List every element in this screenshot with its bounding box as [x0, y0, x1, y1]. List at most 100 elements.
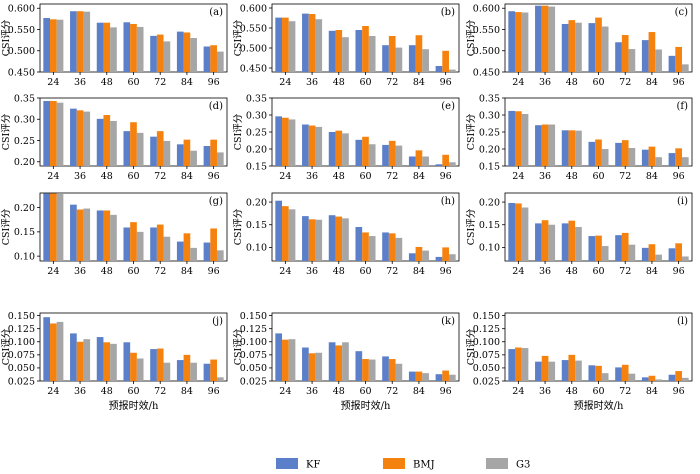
bar-kf	[535, 223, 542, 261]
bar-g3	[315, 126, 323, 166]
bar-kf	[561, 23, 569, 73]
bar-bmj	[308, 14, 316, 72]
x-tick-label: 24	[47, 77, 59, 88]
y-axis-label: CSI评分	[466, 19, 477, 56]
bar-g3	[368, 236, 376, 261]
bar-g3	[548, 361, 556, 381]
y-tick-label: 0.600	[473, 4, 500, 15]
bar-bmj	[415, 246, 423, 261]
x-tick-label: 48	[101, 386, 113, 397]
x-tick-label: 60	[127, 77, 139, 88]
panel-l: 0.025 0.050 0.075 0.100 0.125 0.150 24 36 48 60 72…	[466, 311, 693, 412]
x-tick-label: 48	[101, 266, 113, 277]
bar-kf	[588, 23, 596, 72]
y-tick-label: 0.050	[240, 363, 267, 374]
y-tick-label: 0.075	[473, 350, 500, 361]
bar-g3	[110, 27, 117, 72]
x-tick-label: 84	[413, 266, 425, 277]
bar-g3	[190, 362, 197, 381]
x-tick-label: 72	[386, 171, 398, 182]
bar-g3	[216, 152, 224, 166]
bar-g3	[216, 377, 224, 381]
x-tick-label: 96	[673, 266, 685, 277]
x-tick-label: 36	[74, 266, 86, 277]
y-tick-label: 0.20	[479, 197, 500, 208]
panel-i: 0.10 0.15 0.20 24 36 48 60 72 84 96 (i) CSI评分	[466, 192, 693, 277]
x-tick-label: 96	[440, 171, 452, 182]
x-tick-label: 84	[646, 77, 658, 88]
y-axis-label: CSI评分	[1, 113, 12, 150]
y-axis-label: CSI评分	[233, 19, 244, 56]
x-tick-label: 48	[566, 171, 578, 182]
x-tick-label: 60	[359, 386, 371, 397]
bar-g3	[83, 11, 91, 72]
panel-label: (c)	[675, 7, 689, 18]
bar-g3	[368, 144, 376, 166]
bar-kf	[43, 193, 51, 261]
bar-g3	[110, 343, 117, 381]
bar-kf	[70, 333, 77, 381]
bar-bmj	[335, 216, 343, 261]
panel-g: 0.10 0.15 0.20 24 36 48 60 72 84 96 (g) CSI评分	[1, 192, 228, 277]
panel-e: 0.15 0.20 0.25 0.30 0.35 24 36 48 60 72 84 96 (e) CSI…	[233, 93, 460, 182]
y-tick-label: 0.125	[240, 324, 267, 335]
bar-kf	[70, 204, 77, 261]
legend: KF BMJ G3	[276, 458, 530, 471]
bar-g3	[628, 49, 636, 72]
y-tick-label: 0.15	[479, 220, 500, 231]
bar-bmj	[362, 359, 369, 381]
x-tick-label: 36	[306, 266, 318, 277]
bar-kf	[123, 342, 131, 381]
bar-g3	[190, 150, 197, 166]
bar-kf	[275, 17, 283, 73]
bar-bmj	[515, 12, 522, 72]
bar-bmj	[50, 193, 57, 261]
panel-label: (a)	[209, 7, 223, 18]
x-tick-label: 72	[386, 386, 398, 397]
bar-g3	[681, 256, 689, 261]
x-tick-label: 24	[512, 386, 524, 397]
bar-kf	[615, 235, 622, 261]
x-tick-label: 36	[539, 386, 551, 397]
bar-g3	[655, 157, 662, 166]
bar-bmj	[621, 364, 629, 381]
y-tick-label: 0.150	[8, 311, 35, 322]
bar-kf	[508, 202, 516, 261]
bar-bmj	[76, 110, 84, 166]
bar-kf	[123, 227, 131, 261]
bar-bmj	[515, 347, 522, 381]
bar-kf	[150, 35, 157, 72]
x-tick-label: 60	[359, 171, 371, 182]
x-tick-label: 24	[47, 171, 59, 182]
bar-g3	[575, 360, 582, 381]
x-tick-label: 72	[154, 266, 166, 277]
bar-bmj	[541, 355, 549, 381]
bar-bmj	[648, 146, 656, 166]
x-tick-label: 72	[154, 386, 166, 397]
bar-kf	[176, 144, 184, 166]
x-tick-label: 36	[306, 171, 318, 182]
bar-g3	[521, 207, 529, 261]
bar-kf	[96, 210, 104, 261]
bar-kf	[123, 22, 131, 72]
bar-g3	[628, 147, 636, 166]
y-tick-label: 0.100	[473, 337, 500, 348]
bar-bmj	[621, 140, 629, 166]
x-tick-label: 60	[127, 266, 139, 277]
bar-bmj	[442, 247, 449, 261]
bar-kf	[355, 139, 363, 166]
bar-bmj	[675, 46, 682, 72]
bar-kf	[668, 153, 676, 166]
y-axis-label: CSI评分	[1, 328, 12, 365]
bar-g3	[368, 36, 376, 72]
bar-bmj	[568, 20, 576, 72]
bar-g3	[216, 51, 224, 72]
bar-g3	[190, 247, 197, 261]
bar-kf	[302, 347, 309, 381]
bar-g3	[83, 339, 91, 381]
y-tick-label: 0.30	[14, 115, 35, 126]
bar-kf	[203, 242, 211, 261]
bar-kf	[535, 5, 542, 73]
panel-h: 0.10 0.15 0.20 24 36 48 60 72 84 96 (h) CSI评分	[233, 192, 460, 277]
bar-g3	[655, 49, 662, 72]
